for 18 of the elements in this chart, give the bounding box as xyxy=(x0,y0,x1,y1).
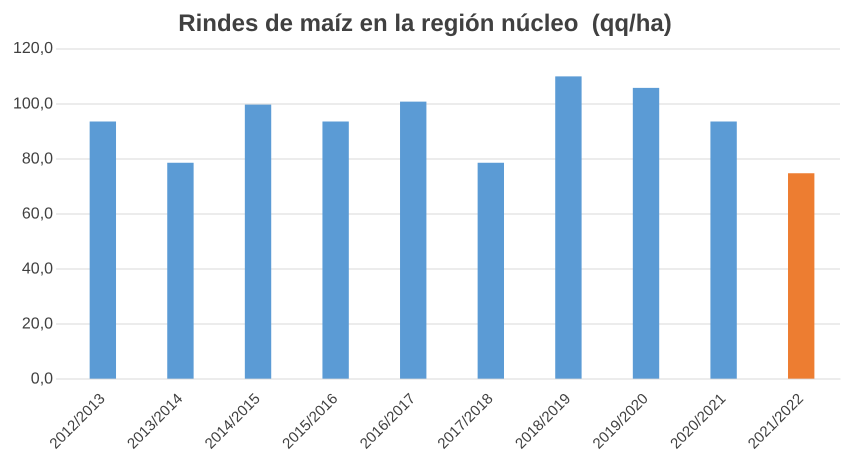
bar xyxy=(555,76,582,379)
bar xyxy=(167,162,194,379)
bar xyxy=(632,88,660,379)
y-tick-label: 40,0 xyxy=(22,260,54,278)
bar xyxy=(478,162,504,379)
bar xyxy=(244,104,272,379)
y-tick-label: 60,0 xyxy=(22,205,54,222)
y-tick-label: 80,0 xyxy=(22,150,54,168)
bar xyxy=(322,121,349,379)
bar xyxy=(710,121,737,379)
y-tick-label: 100,0 xyxy=(12,95,54,112)
y-tick-label: 0,0 xyxy=(30,370,54,388)
bar xyxy=(788,173,814,379)
bar xyxy=(90,121,116,379)
y-tick-label: 120,0 xyxy=(12,40,54,58)
chart-title: Rindes de maíz en la región núcleo (qq/ha) xyxy=(178,10,672,38)
y-tick-label: 20,0 xyxy=(22,315,54,332)
bar xyxy=(400,102,426,379)
